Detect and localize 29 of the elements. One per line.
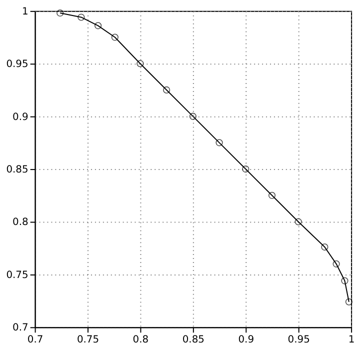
x-tick-label: 0.7 xyxy=(27,334,44,346)
point xyxy=(78,14,85,21)
y-tick-label: 0.8 xyxy=(12,217,28,228)
point xyxy=(345,298,352,306)
point xyxy=(94,22,102,30)
x-tick-label: 1 xyxy=(348,334,355,346)
x-tick-label: 0.8 xyxy=(132,334,149,346)
y-tick-label: 0.75 xyxy=(6,270,28,281)
y-tick-label: 1 xyxy=(22,6,28,18)
point xyxy=(56,9,64,17)
point xyxy=(321,244,328,251)
point xyxy=(268,192,276,199)
point xyxy=(294,218,302,226)
point xyxy=(111,34,118,41)
y-tick-label: 0.95 xyxy=(6,59,28,70)
x-tick-label: 0.9 xyxy=(238,334,254,346)
point xyxy=(242,165,250,173)
point xyxy=(341,277,348,284)
point xyxy=(332,260,340,268)
x-tick-label: 0.75 xyxy=(76,334,100,346)
y-tick-label: 0.9 xyxy=(12,112,28,123)
point xyxy=(189,112,196,120)
x-tick-label: 0.95 xyxy=(288,334,310,346)
point xyxy=(216,139,223,146)
x-tick-label: 0.85 xyxy=(182,334,204,346)
y-tick-label: 0.7 xyxy=(12,322,28,334)
point xyxy=(136,60,144,68)
y-tick-label: 0.85 xyxy=(6,164,28,176)
point xyxy=(163,86,170,94)
